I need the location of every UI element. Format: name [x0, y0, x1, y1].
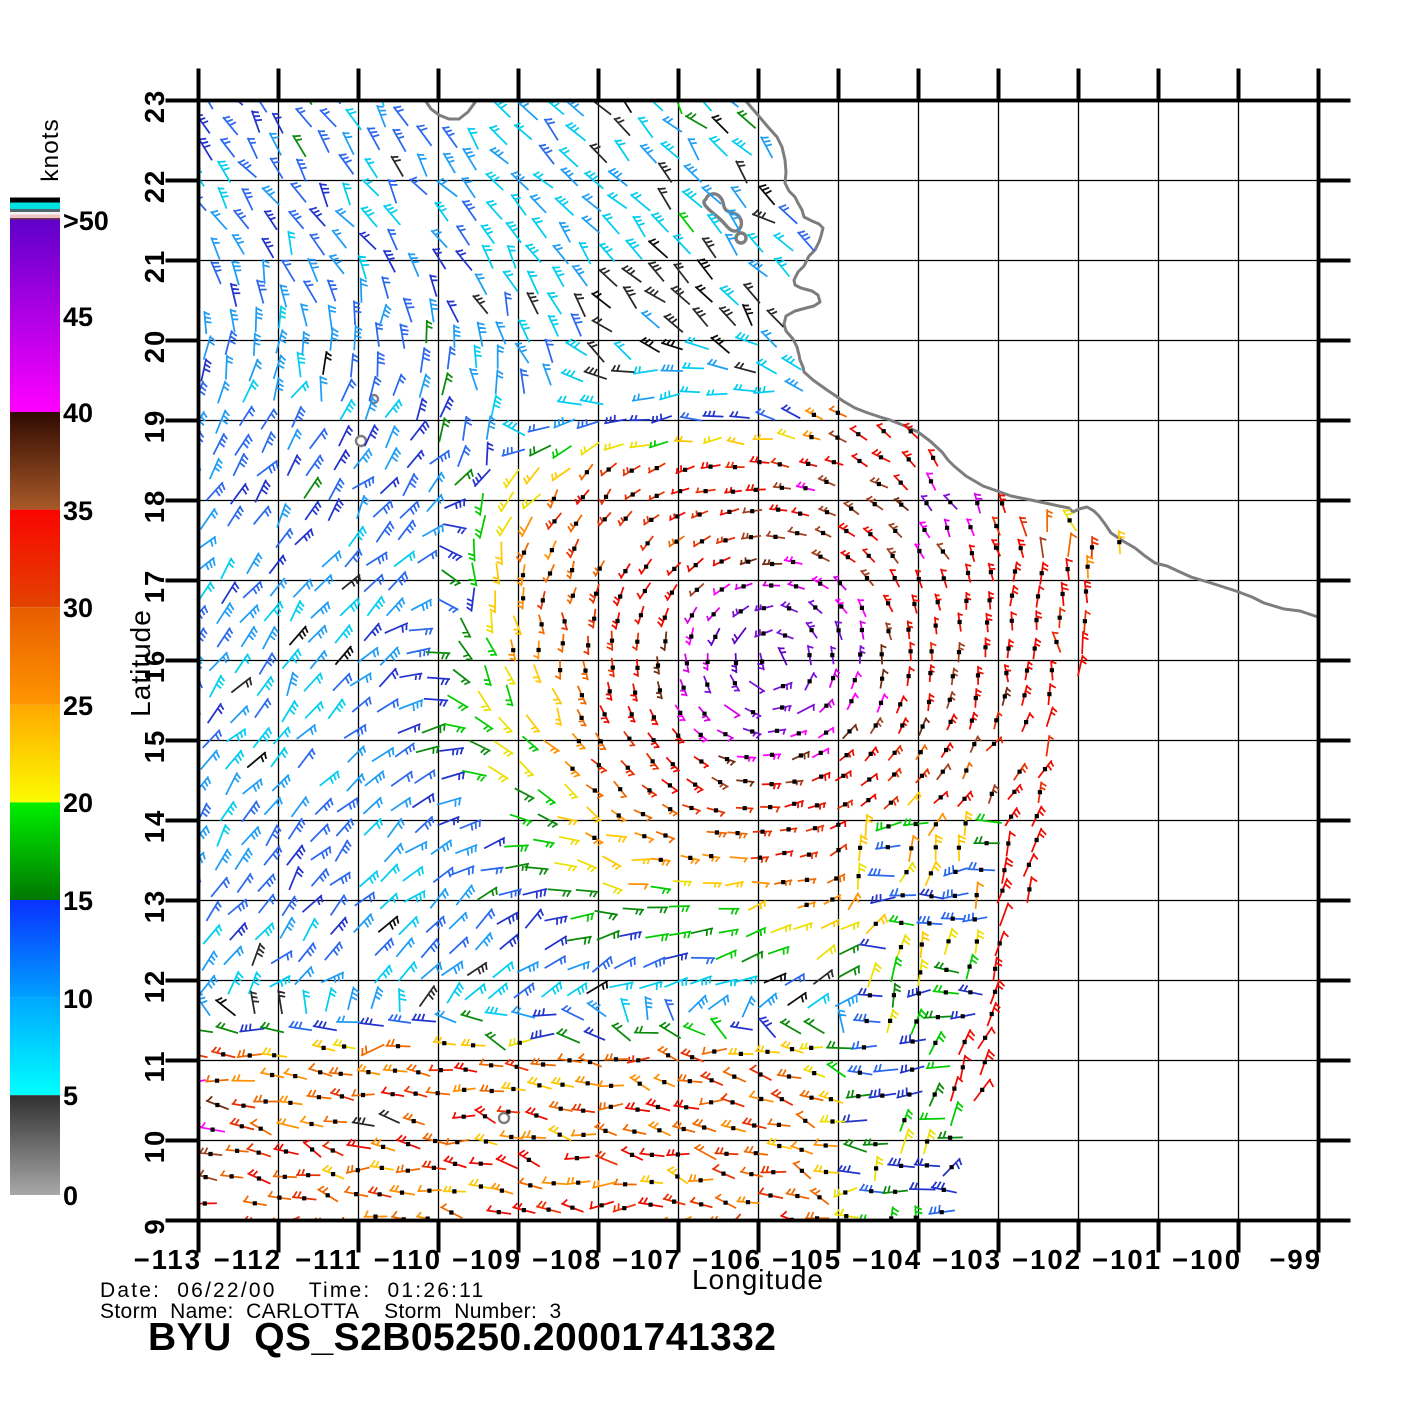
- svg-text:20: 20: [139, 329, 170, 364]
- svg-text:20: 20: [63, 788, 93, 818]
- svg-text:11: 11: [139, 1049, 170, 1082]
- svg-text:−110: −110: [374, 1244, 442, 1275]
- svg-text:−99: −99: [1269, 1244, 1322, 1275]
- svg-text:10: 10: [139, 1129, 170, 1164]
- svg-text:Latitude: Latitude: [125, 609, 156, 717]
- svg-text:−111: −111: [295, 1244, 362, 1275]
- svg-text:−100: −100: [1172, 1244, 1242, 1275]
- svg-text:45: 45: [63, 302, 93, 332]
- svg-text:30: 30: [63, 593, 93, 623]
- svg-text:−105: −105: [772, 1244, 842, 1275]
- svg-text:−107: −107: [612, 1244, 682, 1275]
- svg-text:35: 35: [63, 496, 93, 526]
- svg-text:12: 12: [139, 969, 170, 1004]
- svg-text:13: 13: [139, 889, 170, 924]
- svg-text:−104: −104: [852, 1244, 922, 1275]
- svg-text:>50: >50: [63, 206, 109, 236]
- svg-text:knots: knots: [37, 118, 64, 182]
- svg-text:−103: −103: [932, 1244, 1002, 1275]
- svg-text:25: 25: [63, 691, 93, 721]
- svg-text:18: 18: [139, 489, 170, 524]
- svg-text:−101: −101: [1092, 1244, 1162, 1275]
- svg-text:16: 16: [139, 649, 170, 684]
- svg-text:−108: −108: [532, 1244, 602, 1275]
- svg-text:Longitude: Longitude: [692, 1264, 824, 1295]
- svg-text:17: 17: [139, 569, 170, 604]
- svg-text:−109: −109: [452, 1244, 522, 1275]
- svg-text:19: 19: [139, 409, 170, 444]
- svg-text:21: 21: [139, 249, 170, 284]
- svg-text:14: 14: [139, 809, 170, 844]
- svg-text:15: 15: [63, 886, 93, 916]
- svg-text:22: 22: [139, 169, 170, 204]
- svg-text:9: 9: [139, 1217, 170, 1234]
- svg-text:−106: −106: [692, 1244, 762, 1275]
- svg-text:Storm Name: CARLOTTA Stor: Storm Name: CARLOTTA Storm Number: 3: [100, 1300, 562, 1323]
- svg-text:10: 10: [63, 984, 93, 1014]
- svg-text:BYU QS_S2B05250.20001741332: BYU QS_S2B05250.20001741332: [148, 1316, 776, 1359]
- svg-text:−112: −112: [214, 1244, 282, 1275]
- svg-text:40: 40: [63, 398, 93, 428]
- svg-text:23: 23: [139, 89, 170, 124]
- svg-text:−113: −113: [134, 1244, 202, 1275]
- svg-text:15: 15: [139, 729, 170, 764]
- svg-text:Date: 06/22/00 Time: 01:2: Date: 06/22/00 Time: 01:26:11: [100, 1279, 485, 1302]
- svg-text:−102: −102: [1012, 1244, 1082, 1275]
- svg-text:5: 5: [63, 1081, 78, 1111]
- svg-text:0: 0: [63, 1181, 78, 1211]
